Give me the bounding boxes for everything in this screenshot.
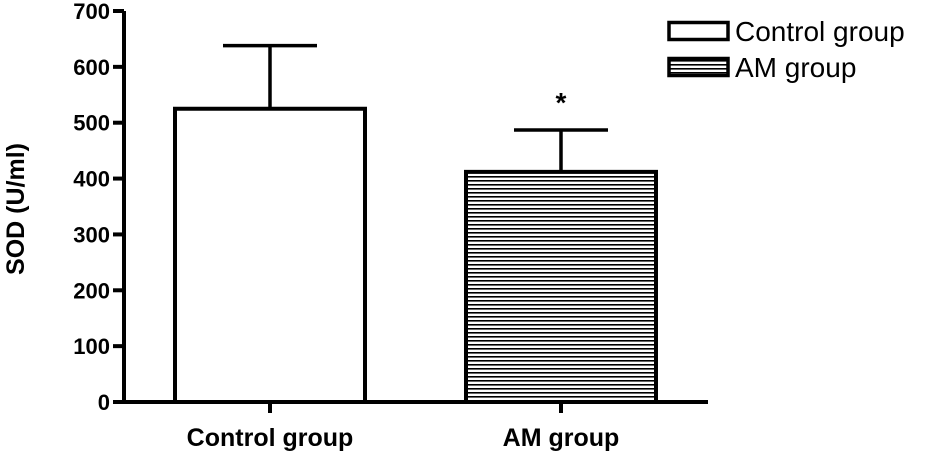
legend-swatch: [667, 20, 730, 42]
legend-swatch: [667, 56, 730, 78]
annotations: *: [556, 87, 567, 118]
legend-label: AM group: [735, 52, 856, 83]
y-axis-title: SOD (U/ml): [2, 143, 30, 275]
bar-am-group: [464, 169, 658, 404]
y-tick-label: 500: [73, 111, 110, 136]
significance-marker: *: [556, 87, 567, 118]
y-tick-label: 700: [73, 0, 110, 24]
error-bars: [223, 43, 608, 172]
legend: Control group AM group: [667, 16, 905, 83]
x-tick-label: AM group: [503, 424, 620, 452]
y-axis: 0 100 200 300 400 500 600 700: [73, 0, 126, 415]
x-tick-label: Control group: [187, 424, 354, 452]
legend-label: Control group: [735, 16, 905, 47]
y-tick-label: 400: [73, 167, 110, 192]
y-tick-label: 200: [73, 278, 110, 303]
bar-control-group: [173, 106, 367, 404]
x-axis: Control group AM group: [122, 400, 708, 452]
bars: [173, 106, 658, 404]
y-tick-label: 0: [98, 390, 110, 415]
y-tick-label: 600: [73, 55, 110, 80]
y-tick-label: 300: [73, 222, 110, 247]
y-tick-label: 100: [73, 334, 110, 359]
